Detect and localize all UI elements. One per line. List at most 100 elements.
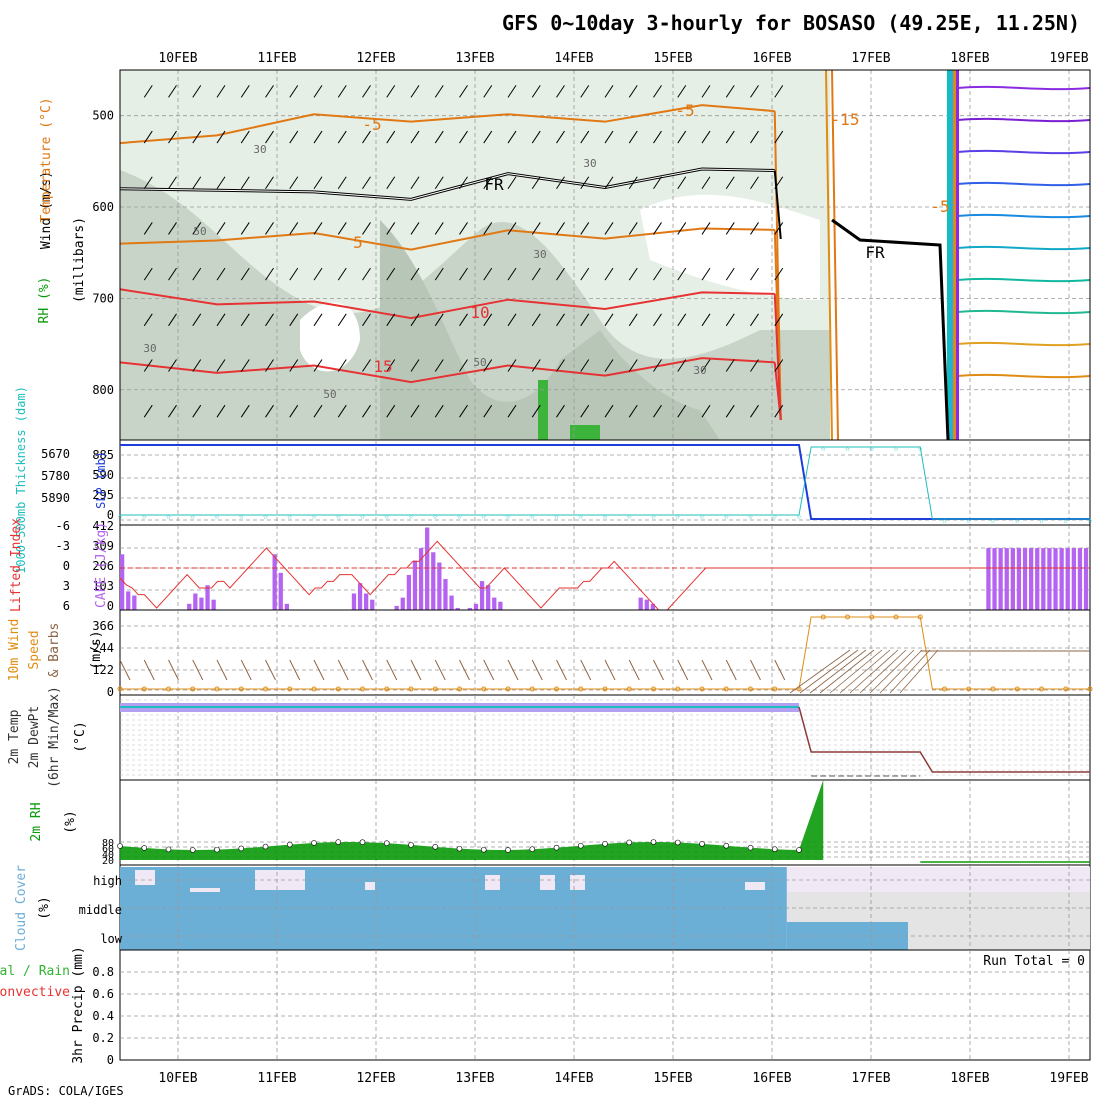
axis-label: (m/s) bbox=[89, 630, 104, 669]
wind-barb bbox=[337, 267, 347, 281]
wind-barb bbox=[168, 313, 177, 327]
cape-bar bbox=[1071, 548, 1076, 610]
rh-marker bbox=[165, 846, 172, 853]
wind-barb bbox=[701, 267, 711, 281]
wind-barb bbox=[386, 313, 396, 327]
axis-label: (6hr Min/Max) bbox=[47, 686, 62, 788]
contour-label: FR bbox=[865, 243, 885, 262]
wind-barb bbox=[628, 176, 638, 190]
cloud-gap bbox=[255, 870, 305, 890]
cape-bar bbox=[1065, 548, 1070, 610]
wind-marker bbox=[360, 686, 365, 692]
temp-line bbox=[798, 706, 1090, 773]
rh-marker bbox=[141, 845, 148, 851]
contour-right bbox=[957, 309, 1091, 315]
thickness-marker: ☆ bbox=[724, 512, 730, 522]
contour-label: 30 bbox=[583, 157, 596, 170]
wind-marker bbox=[723, 686, 729, 692]
wind-barb bbox=[677, 659, 689, 681]
cape-tick: 309 bbox=[92, 539, 114, 553]
contour-band-18 bbox=[956, 70, 959, 440]
wind-barb bbox=[774, 176, 784, 190]
wind-barb bbox=[483, 359, 493, 372]
wind-barb bbox=[653, 176, 662, 190]
wind-barb bbox=[434, 176, 444, 190]
wind-marker bbox=[966, 686, 972, 692]
cape-bar bbox=[425, 527, 430, 610]
wind-barb bbox=[265, 267, 274, 281]
axis-label: 10m Wind bbox=[7, 619, 22, 682]
cape-bar bbox=[1041, 548, 1046, 610]
wind-barb bbox=[459, 176, 468, 190]
cape-bar bbox=[199, 597, 204, 610]
thickness-marker: ☆ bbox=[505, 512, 511, 522]
wind-barb bbox=[434, 659, 446, 681]
wind-barb bbox=[386, 85, 396, 98]
wind-barb bbox=[580, 85, 590, 98]
wind-barb bbox=[531, 267, 541, 281]
wind-barb bbox=[168, 222, 177, 235]
thickness-marker: ☆ bbox=[748, 512, 754, 522]
wind-barb bbox=[459, 404, 468, 418]
wind-barb bbox=[289, 130, 299, 144]
wind-barb bbox=[628, 659, 640, 681]
wind-marker bbox=[311, 686, 317, 692]
wind-barb bbox=[410, 659, 422, 681]
temperature-contours bbox=[119, 69, 1091, 441]
wind-barb bbox=[192, 130, 202, 144]
rh-marker bbox=[359, 839, 366, 845]
thickness-marker: ☆ bbox=[457, 512, 463, 522]
wind-marker bbox=[651, 686, 656, 692]
thickness-tick: 5780 bbox=[41, 469, 70, 483]
cloud-grid bbox=[120, 865, 1090, 950]
cloud-levels: high middle low bbox=[79, 874, 123, 946]
axis-label: Lifted Index bbox=[9, 518, 24, 612]
precip-tick: 0.6 bbox=[92, 987, 114, 1001]
wind-marker bbox=[675, 686, 681, 692]
contour-label: 10 bbox=[470, 303, 489, 322]
wind-barb bbox=[386, 267, 396, 281]
wind-barb bbox=[556, 404, 565, 418]
wind-barb bbox=[507, 359, 517, 372]
rh-shade-90b bbox=[570, 425, 600, 440]
slp-frame bbox=[119, 439, 1091, 526]
upper-air-panel: -5 -5 -15 5 -5 10 15 FR FR 30 30 30 30 50 50 50 30 500 60… bbox=[92, 69, 1091, 441]
cape-bar bbox=[1077, 548, 1083, 610]
date-label-bottom: 15FEB bbox=[653, 1071, 692, 1086]
cape-li-panel: -6 -3 0 3 6 412 309 206 103 0 bbox=[56, 519, 1091, 616]
wind-marker bbox=[408, 686, 414, 692]
wind-barb bbox=[604, 659, 616, 681]
wind-barb bbox=[556, 130, 565, 144]
credit-text: GrADS: COLA/IGES bbox=[8, 1084, 124, 1098]
wind-tick: 244 bbox=[92, 641, 114, 655]
thickness-marker: ☆ bbox=[675, 512, 681, 522]
wind-barb bbox=[556, 176, 565, 190]
wind-barb bbox=[386, 130, 396, 144]
wind-barb bbox=[604, 359, 614, 372]
cloud-blocks bbox=[120, 867, 1090, 950]
rh-marker bbox=[529, 846, 536, 852]
rh-clear-2 bbox=[640, 194, 820, 300]
wind-marker bbox=[893, 614, 899, 620]
temp-lines bbox=[120, 703, 1090, 777]
wind-barb bbox=[580, 130, 590, 144]
contour-label: 50 bbox=[323, 388, 336, 401]
thickness-marker: ☆ bbox=[239, 512, 245, 522]
wind-barb bbox=[362, 404, 371, 418]
wind-barb bbox=[289, 313, 299, 327]
wind-barb bbox=[337, 404, 347, 418]
wind-barb bbox=[143, 659, 155, 681]
wind-barb bbox=[168, 267, 177, 281]
wind-barb bbox=[459, 222, 468, 235]
thickness-marker: ☆ bbox=[1039, 516, 1045, 526]
cape-bar bbox=[455, 607, 460, 610]
wind-barb bbox=[531, 130, 541, 144]
pressure-tick: 700 bbox=[92, 291, 114, 305]
thickness-marker: ☆ bbox=[772, 512, 778, 522]
cape-bar bbox=[1053, 548, 1058, 610]
wind-barb bbox=[483, 176, 493, 190]
wind-barb bbox=[313, 659, 325, 681]
wind-barb bbox=[240, 85, 250, 98]
wind-barb-dense bbox=[789, 649, 851, 694]
wind-barb bbox=[483, 130, 493, 144]
